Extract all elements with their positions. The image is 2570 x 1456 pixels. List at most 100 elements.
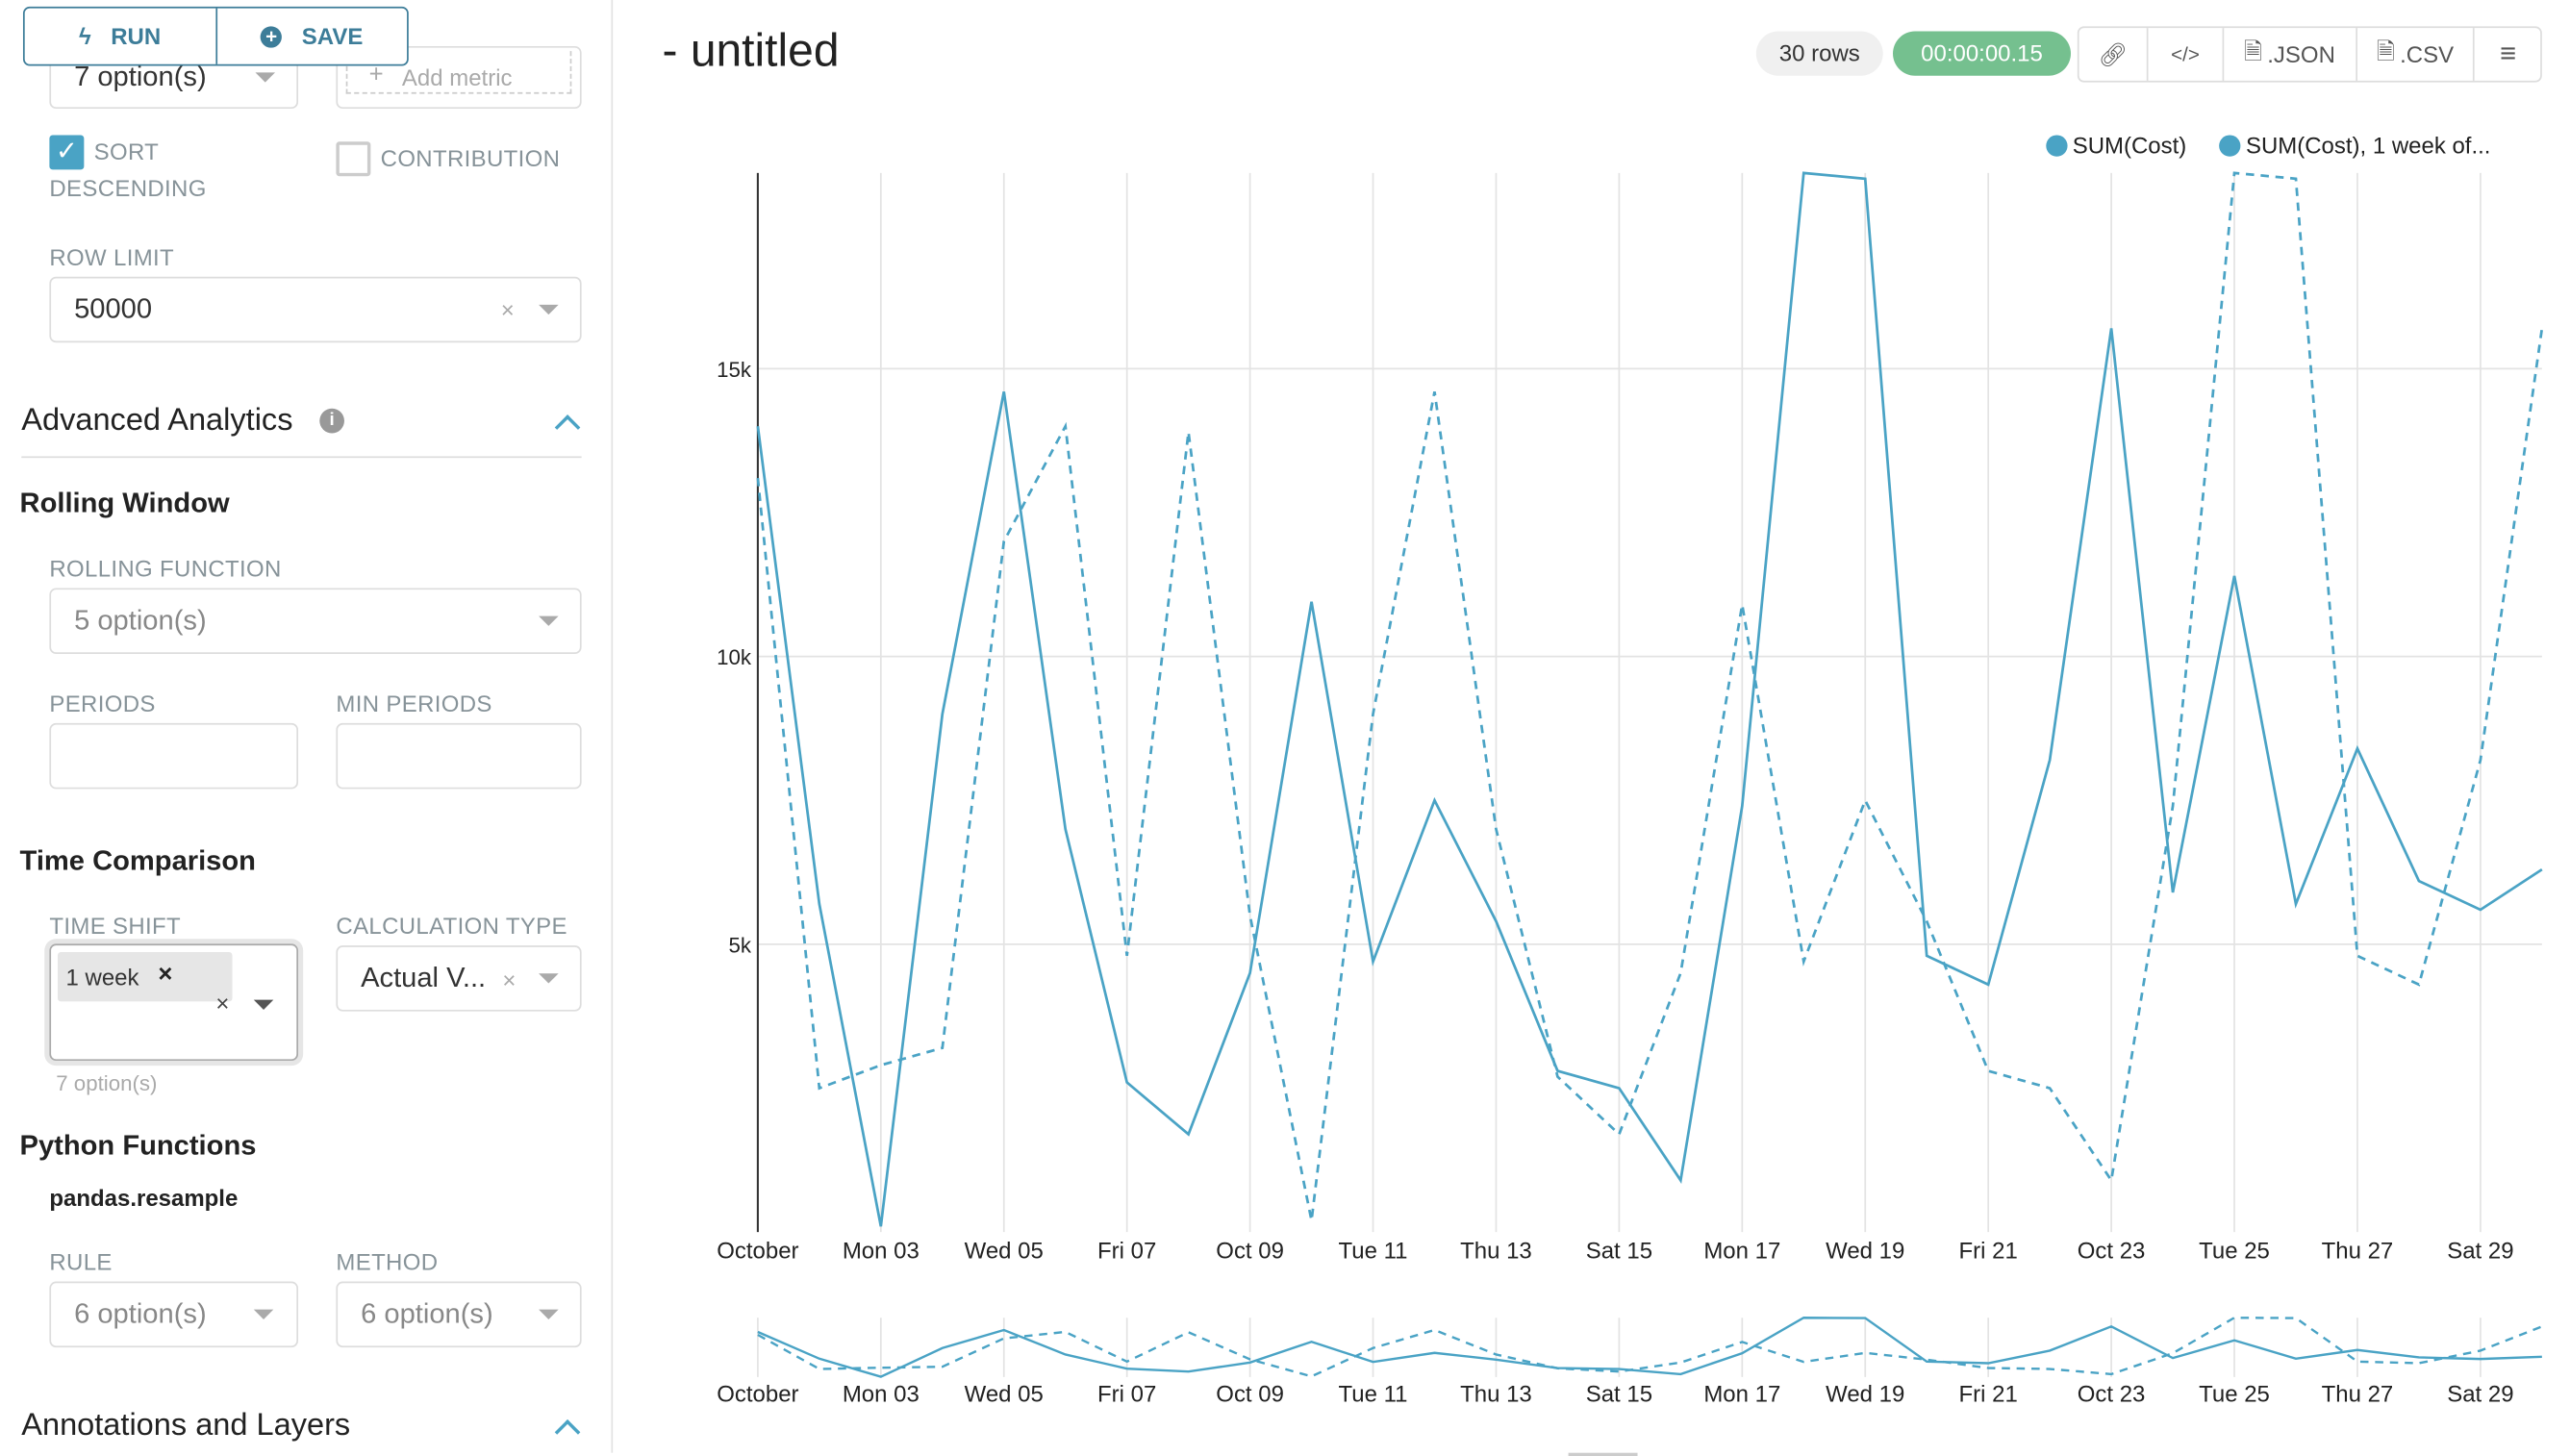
legend-label: SUM(Cost), 1 week of... <box>2245 132 2491 159</box>
plus-icon: + <box>368 61 384 89</box>
data-point <box>816 1085 822 1092</box>
embed-button[interactable]: </> <box>2148 28 2225 81</box>
data-point <box>2170 890 2177 896</box>
save-button[interactable]: + SAVE <box>216 9 407 64</box>
x-tick-label: Fri 07 <box>1097 1239 1156 1265</box>
data-point <box>1924 918 1930 925</box>
rolling-function-label: ROLLING FUNCTION <box>49 555 282 582</box>
data-point <box>2355 745 2361 752</box>
info-icon[interactable]: i <box>319 408 344 434</box>
min-periods-label: MIN PERIODS <box>336 690 492 717</box>
sort-descending-label: SORT <box>93 138 160 165</box>
brush-x-tick-label: Fri 07 <box>1097 1382 1156 1408</box>
data-point <box>1247 913 1253 919</box>
run-label: RUN <box>111 22 162 50</box>
csv-export-button[interactable]: 🗎 .CSV <box>2356 28 2476 81</box>
data-point <box>1739 803 1746 810</box>
data-point <box>1554 1073 1561 1080</box>
add-metric-button[interactable]: + Add metric <box>345 51 572 94</box>
time-shift-options-count: 7 option(s) <box>56 1070 158 1096</box>
legend-dot-icon <box>2219 134 2241 156</box>
data-point <box>1616 1131 1623 1138</box>
rule-select[interactable]: 6 option(s) <box>49 1281 299 1348</box>
pandas-resample-label: pandas.resample <box>49 1184 239 1211</box>
x-tick-label: Sat 29 <box>2447 1239 2513 1265</box>
calculation-type-label: CALCULATION TYPE <box>336 912 567 940</box>
data-point <box>1370 711 1376 717</box>
method-value: 6 option(s) <box>361 1297 493 1330</box>
legend-item[interactable]: SUM(Cost), 1 week of... <box>2219 132 2491 159</box>
clear-icon[interactable]: × <box>500 296 515 323</box>
annotations-title[interactable]: Annotations and Layers <box>21 1408 351 1443</box>
rule-label: RULE <box>49 1248 113 1275</box>
brush-x-tick-label: Sat 29 <box>2447 1382 2513 1408</box>
data-point <box>1000 389 1007 395</box>
legend-item[interactable]: SUM(Cost) <box>2046 132 2186 158</box>
x-tick-label: Wed 19 <box>1826 1239 1904 1265</box>
data-point <box>2477 907 2483 914</box>
data-point <box>1985 1067 1992 1074</box>
run-button[interactable]: ϟ RUN <box>25 8 217 64</box>
run-save-group: ϟ RUN + SAVE <box>22 6 409 66</box>
data-point <box>1000 538 1007 544</box>
bolt-icon: ϟ <box>78 22 91 50</box>
time-shift-select[interactable]: 1 week × × <box>49 943 299 1062</box>
calculation-type-value: Actual V... <box>361 962 487 993</box>
y-tick-label: 10k <box>717 645 752 669</box>
remove-tag-icon[interactable]: × <box>158 960 173 989</box>
data-point <box>1185 1131 1192 1138</box>
link-icon: 🔗︎ <box>2098 39 2128 67</box>
x-tick-label: Thu 13 <box>1460 1239 1532 1265</box>
chevron-down-icon <box>253 1309 274 1319</box>
rolling-function-select[interactable]: 5 option(s) <box>49 588 582 654</box>
data-point <box>877 1223 884 1230</box>
calculation-type-select[interactable]: Actual V... × <box>336 945 582 1012</box>
data-point <box>2231 169 2238 176</box>
link-button[interactable]: 🔗︎ <box>2079 28 2149 81</box>
row-limit-select[interactable]: 50000 × <box>49 276 582 343</box>
min-periods-input[interactable] <box>336 722 582 790</box>
data-point <box>1801 958 1807 965</box>
advanced-analytics-title[interactable]: Advanced Analytics <box>21 403 293 439</box>
json-export-button[interactable]: 🗎 .JSON <box>2224 28 2357 81</box>
brush-x-tick-label: Thu 13 <box>1460 1382 1532 1408</box>
brush-x-tick-label: Tue 25 <box>2199 1382 2270 1408</box>
more-menu-button[interactable]: ≡ <box>2475 28 2541 81</box>
sort-descending-checkbox[interactable]: ✓ <box>49 135 85 170</box>
data-point <box>1862 797 1869 804</box>
periods-input[interactable] <box>49 722 299 790</box>
brush-x-tick-label: Tue 11 <box>1339 1382 1408 1408</box>
data-point <box>2538 866 2545 873</box>
data-point <box>1739 601 1746 608</box>
metrics-select-value: 7 option(s) <box>74 61 207 92</box>
clear-icon[interactable]: × <box>502 966 517 993</box>
contribution-checkbox[interactable] <box>336 141 371 177</box>
y-tick-label: 15k <box>717 358 752 382</box>
data-point <box>1493 826 1499 833</box>
python-functions-title: Python Functions <box>19 1129 257 1162</box>
rule-value: 6 option(s) <box>74 1297 207 1330</box>
y-tick-label: 5k <box>729 933 752 957</box>
control-panel: 7 option(s) + Add metric ϟ RUN + SAVE ✓ SO… <box>0 0 614 1453</box>
data-point <box>754 475 761 482</box>
method-label: METHOD <box>336 1248 439 1275</box>
chevron-down-icon <box>253 999 274 1010</box>
chevron-down-icon <box>539 304 559 315</box>
add-metric-label: Add metric <box>401 63 513 91</box>
chart-title[interactable]: - untitled <box>662 24 840 76</box>
data-point <box>1801 169 1807 176</box>
data-point <box>1616 1085 1623 1092</box>
x-tick-label: Wed 05 <box>965 1239 1044 1265</box>
x-tick-label: October <box>717 1239 798 1265</box>
data-point <box>1924 952 1930 959</box>
file-text-icon: 🗎 <box>2376 38 2396 64</box>
x-tick-label: Fri 21 <box>1959 1239 2018 1265</box>
method-select[interactable]: 6 option(s) <box>336 1281 582 1348</box>
x-tick-label: Oct 23 <box>2078 1239 2146 1265</box>
contribution-label: CONTRIBUTION <box>380 144 561 172</box>
clear-icon[interactable]: × <box>215 990 230 1017</box>
json-label: .JSON <box>2267 40 2335 68</box>
data-point <box>877 1062 884 1068</box>
plus-circle-icon: + <box>260 25 283 47</box>
action-button-group: 🔗︎ </> 🗎 .JSON 🗎 .CSV ≡ <box>2077 26 2543 83</box>
